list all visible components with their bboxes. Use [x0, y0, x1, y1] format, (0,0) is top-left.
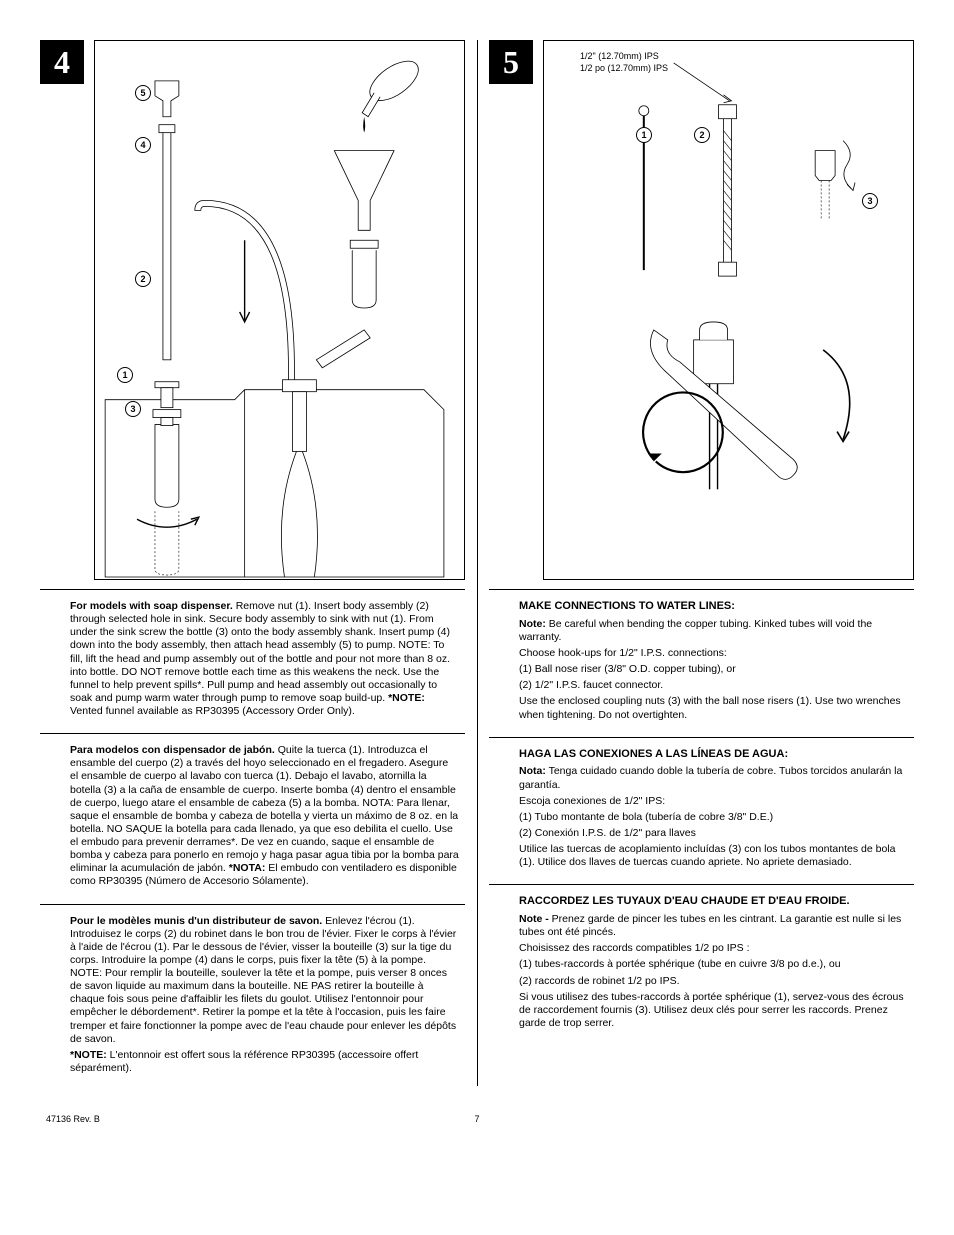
footer-page: 7 [474, 1114, 479, 1124]
callout-4-1: 1 [117, 367, 133, 383]
notebody-4-fr: L'entonnoir est offert sous la référence… [70, 1049, 418, 1074]
lead-4-fr: Pour le modèles munis d'un distributeur … [70, 915, 322, 927]
callout-4-5: 5 [135, 85, 151, 101]
text-5-es: HAGA LAS CONEXIONES A LAS LÍNEAS DE AGUA… [489, 738, 914, 886]
lead-4-es: Para modelos con dispensador de jabón. [70, 744, 275, 756]
callout-4-3: 3 [125, 401, 141, 417]
body-4-en: Remove nut (1). Insert body assembly (2)… [70, 600, 450, 704]
diagram-5-svg [544, 41, 913, 579]
p1-5-fr: Choisissez des raccords compatibles 1/2 … [519, 942, 908, 955]
nb-5-es: Nota: [519, 765, 546, 777]
n-5-es: Tenga cuidado cuando doble la tubería de… [519, 765, 902, 790]
callout-5-1: 1 [636, 127, 652, 143]
notebold-4-en: *NOTE: [388, 692, 425, 704]
p2-5-es: (1) Tubo montante de bola (tubería de co… [519, 811, 908, 824]
label-5-fr: 1/2 po (12.70mm) IPS [580, 63, 668, 73]
figure-box-4: 5 4 2 1 3 [94, 40, 465, 580]
body-4-es: Quite la tuerca (1). Introduzca el ensam… [70, 744, 459, 874]
heading-5-en: MAKE CONNECTIONS TO WATER LINES: [519, 600, 908, 614]
p3-5-es: (2) Conexión I.P.S. de 1/2" para llaves [519, 827, 908, 840]
p2-5-en: (1) Ball nose riser (3/8" O.D. copper tu… [519, 663, 908, 676]
n-5-fr: Prenez garde de pincer les tubes en les … [519, 913, 901, 938]
p4-5-en: Use the enclosed coupling nuts (3) with … [519, 695, 908, 721]
figure-box-5: 1/2" (12.70mm) IPS 1/2 po (12.70mm) IPS … [543, 40, 914, 580]
heading-5-es: HAGA LAS CONEXIONES A LAS LÍNEAS DE AGUA… [519, 748, 908, 762]
figure-row-5: 5 [489, 40, 914, 590]
step-number-4: 4 [40, 40, 84, 84]
callout-4-2: 2 [135, 271, 151, 287]
nb-5-en: Note: [519, 618, 546, 630]
label-5-en: 1/2" (12.70mm) IPS [580, 51, 659, 61]
column-left: 4 [40, 40, 477, 1090]
text-5-en: MAKE CONNECTIONS TO WATER LINES: Note: B… [489, 590, 914, 738]
n-5-en: Be careful when bending the copper tubin… [519, 618, 872, 643]
notebold-4-es: *NOTA: [229, 862, 266, 874]
column-right: 5 [477, 40, 914, 1090]
text-4-en: For models with soap dispenser. Remove n… [40, 590, 465, 734]
p4-5-fr: Si vous utilisez des tubes-raccords à po… [519, 991, 908, 1030]
text-4-fr: Pour le modèles munis d'un distributeur … [40, 905, 465, 1091]
footer-left: 47136 Rev. B [46, 1114, 100, 1124]
notebody-4-en: Vented funnel available as RP30395 (Acce… [70, 705, 355, 717]
step-number-5: 5 [489, 40, 533, 84]
p3-5-en: (2) 1/2" I.P.S. faucet connector. [519, 679, 908, 692]
text-4-es: Para modelos con dispensador de jabón. Q… [40, 734, 465, 904]
p1-5-en: Choose hook-ups for 1/2" I.P.S. connecti… [519, 647, 908, 660]
p4-5-es: Utilice las tuercas de acoplamiento incl… [519, 843, 908, 869]
p2-5-fr: (1) tubes-raccords à portée sphérique (t… [519, 958, 908, 971]
p3-5-fr: (2) raccords de robinet 1/2 po IPS. [519, 975, 908, 988]
callout-5-2: 2 [694, 127, 710, 143]
figure-row-4: 4 [40, 40, 465, 590]
body-4-fr: Enlevez l'écrou (1). Introduisez le corp… [70, 915, 456, 1045]
footer: 47136 Rev. B 7 [40, 1114, 914, 1124]
vertical-divider [477, 40, 478, 1086]
callout-5-3: 3 [862, 193, 878, 209]
nb-5-fr: Note - [519, 913, 549, 925]
text-5-fr: RACCORDEZ LES TUYAUX D'EAU CHAUDE ET D'E… [489, 885, 914, 1045]
p1-5-es: Escoja conexiones de 1/2" IPS: [519, 795, 908, 808]
callout-4-4: 4 [135, 137, 151, 153]
heading-5-fr: RACCORDEZ LES TUYAUX D'EAU CHAUDE ET D'E… [519, 895, 908, 909]
diagram-4-svg [95, 41, 464, 579]
lead-4-en: For models with soap dispenser. [70, 600, 233, 612]
notebold-4-fr: *NOTE: [70, 1049, 107, 1061]
